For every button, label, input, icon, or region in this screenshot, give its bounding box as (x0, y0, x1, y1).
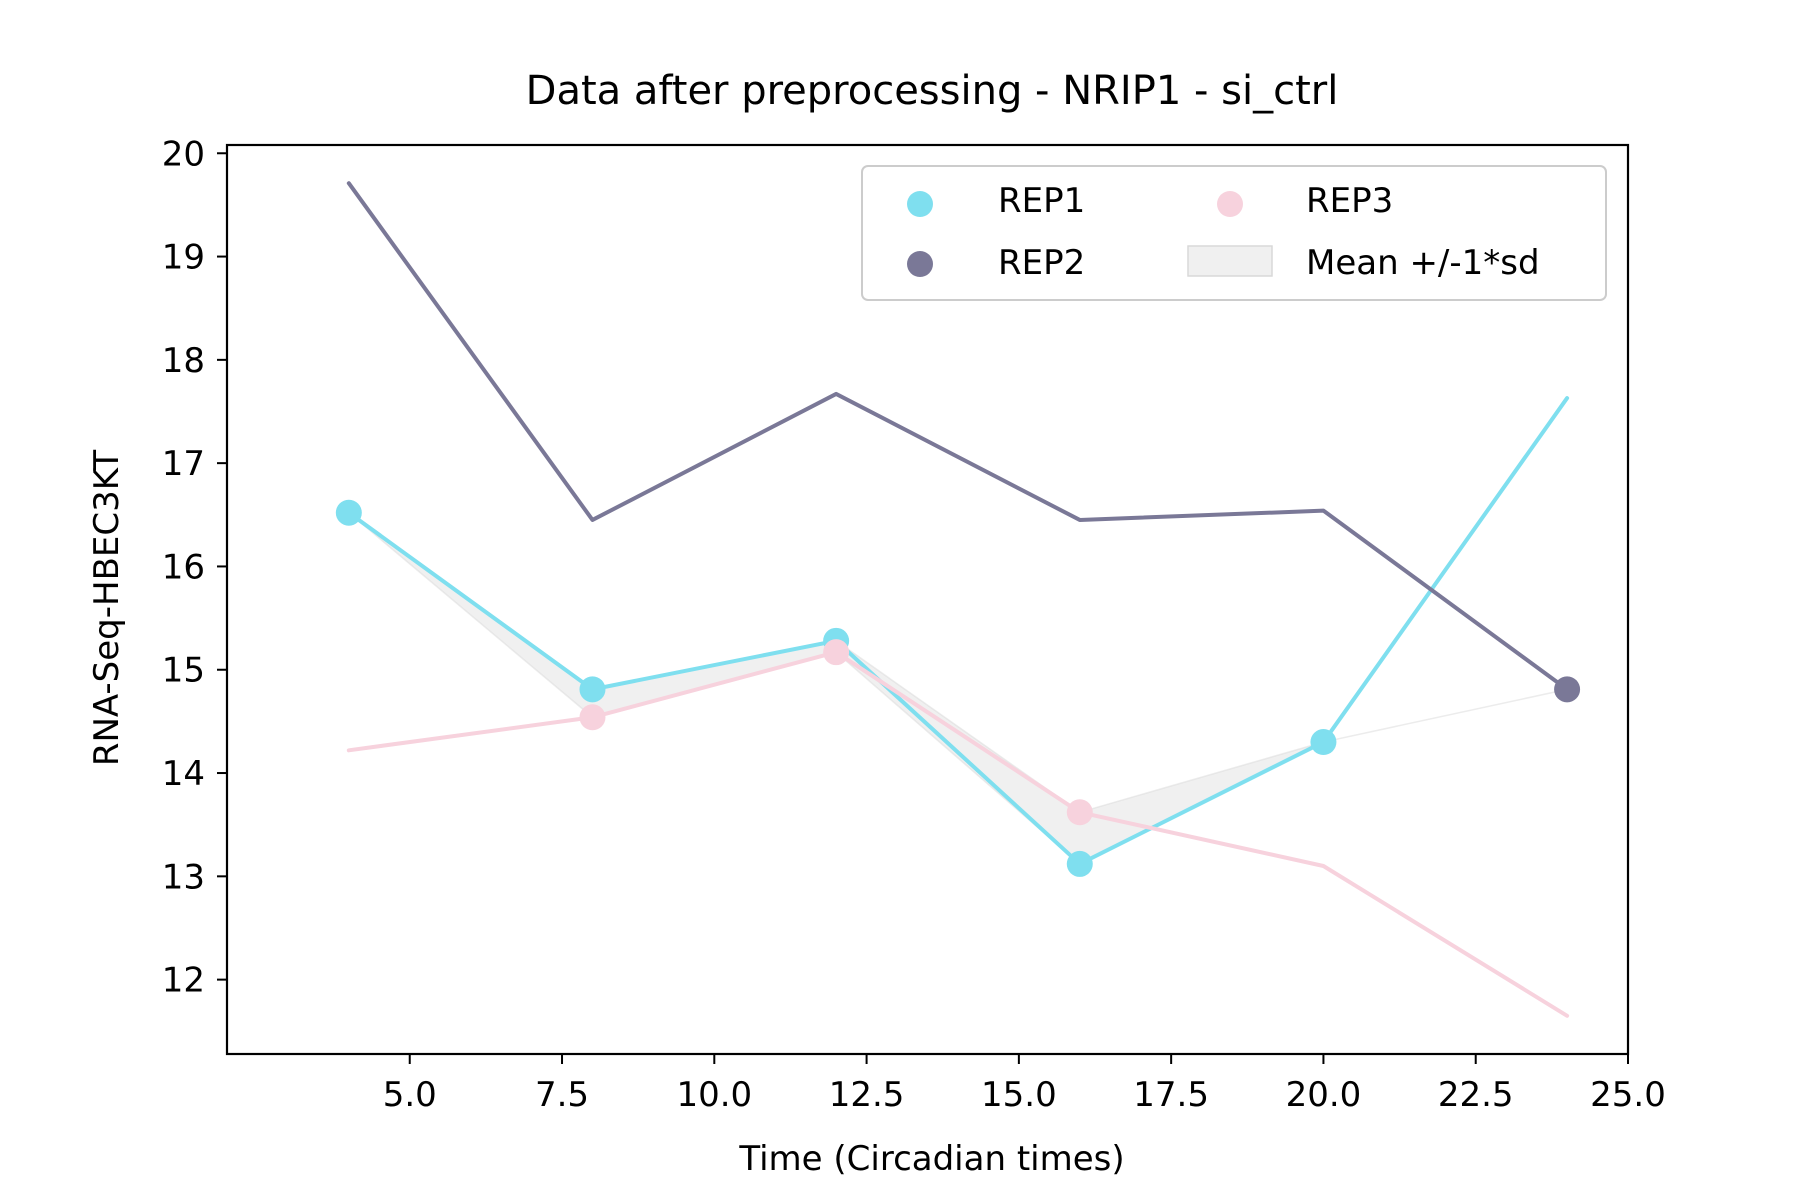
y-tick-label: 18 (162, 341, 205, 381)
x-tick-label: 5.0 (383, 1075, 437, 1115)
y-tick-label: 16 (162, 547, 205, 587)
y-tick-label: 14 (162, 754, 205, 794)
legend-marker-rep2 (907, 251, 933, 277)
legend: REP1 REP2 REP3 Mean +/-1*sd (861, 165, 1607, 301)
legend-marker-rep1 (907, 191, 933, 217)
legend-label-rep2: REP2 (998, 243, 1085, 283)
y-tick-label: 20 (162, 134, 205, 174)
x-tick-label: 17.5 (1133, 1075, 1209, 1115)
series-line-rep1 (346, 396, 1570, 866)
series-line-rep2 (346, 181, 1570, 692)
y-tick-label: 13 (162, 857, 205, 897)
data-point-rep2 (1554, 676, 1581, 703)
y-axis-ticks: 12 13 14 15 16 17 18 19 20 (162, 134, 227, 1001)
data-point-rep1 (335, 499, 362, 526)
y-axis-label: RNA-Seq-HBEC3KT (87, 450, 127, 767)
data-point-rep3 (823, 639, 850, 666)
data-point-rep1 (1310, 729, 1337, 756)
data-point-rep3 (1066, 799, 1093, 826)
legend-frame (861, 165, 1607, 301)
chart-title: Data after preprocessing - NRIP1 - si_ct… (526, 68, 1339, 114)
x-tick-label: 25.0 (1590, 1075, 1666, 1115)
data-point-rep1 (1066, 850, 1093, 877)
data-point-rep3 (579, 704, 606, 731)
legend-label-rep3: REP3 (1306, 181, 1393, 221)
series-lines-layer (346, 181, 1570, 1018)
sd-band-layer (348, 512, 1568, 865)
x-tick-label: 15.0 (981, 1075, 1057, 1115)
x-tick-label: 20.0 (1286, 1075, 1362, 1115)
y-tick-label: 17 (162, 444, 205, 484)
x-tick-label: 12.5 (829, 1075, 905, 1115)
y-tick-label: 12 (162, 961, 205, 1001)
legend-marker-rep3 (1217, 191, 1243, 217)
series-line-rep3 (346, 650, 1570, 1018)
y-tick-label: 15 (162, 651, 205, 691)
y-tick-label: 19 (162, 238, 205, 278)
x-tick-label: 7.5 (535, 1075, 589, 1115)
x-axis-label: Time (Circadian times) (738, 1139, 1124, 1179)
legend-swatch-sd-band (1187, 245, 1273, 277)
sd-band (348, 512, 1568, 865)
x-tick-label: 22.5 (1438, 1075, 1514, 1115)
x-tick-label: 10.0 (676, 1075, 752, 1115)
legend-label-sd-band: Mean +/-1*sd (1306, 243, 1540, 283)
legend-label-rep1: REP1 (998, 181, 1085, 221)
series-markers-layer (335, 499, 1581, 877)
plot-area-frame (225, 143, 1630, 1056)
x-axis-ticks: 5.0 7.5 10.0 12.5 15.0 17.5 20.0 22.5 25.0 (383, 1054, 1666, 1115)
data-point-rep1 (579, 676, 606, 703)
